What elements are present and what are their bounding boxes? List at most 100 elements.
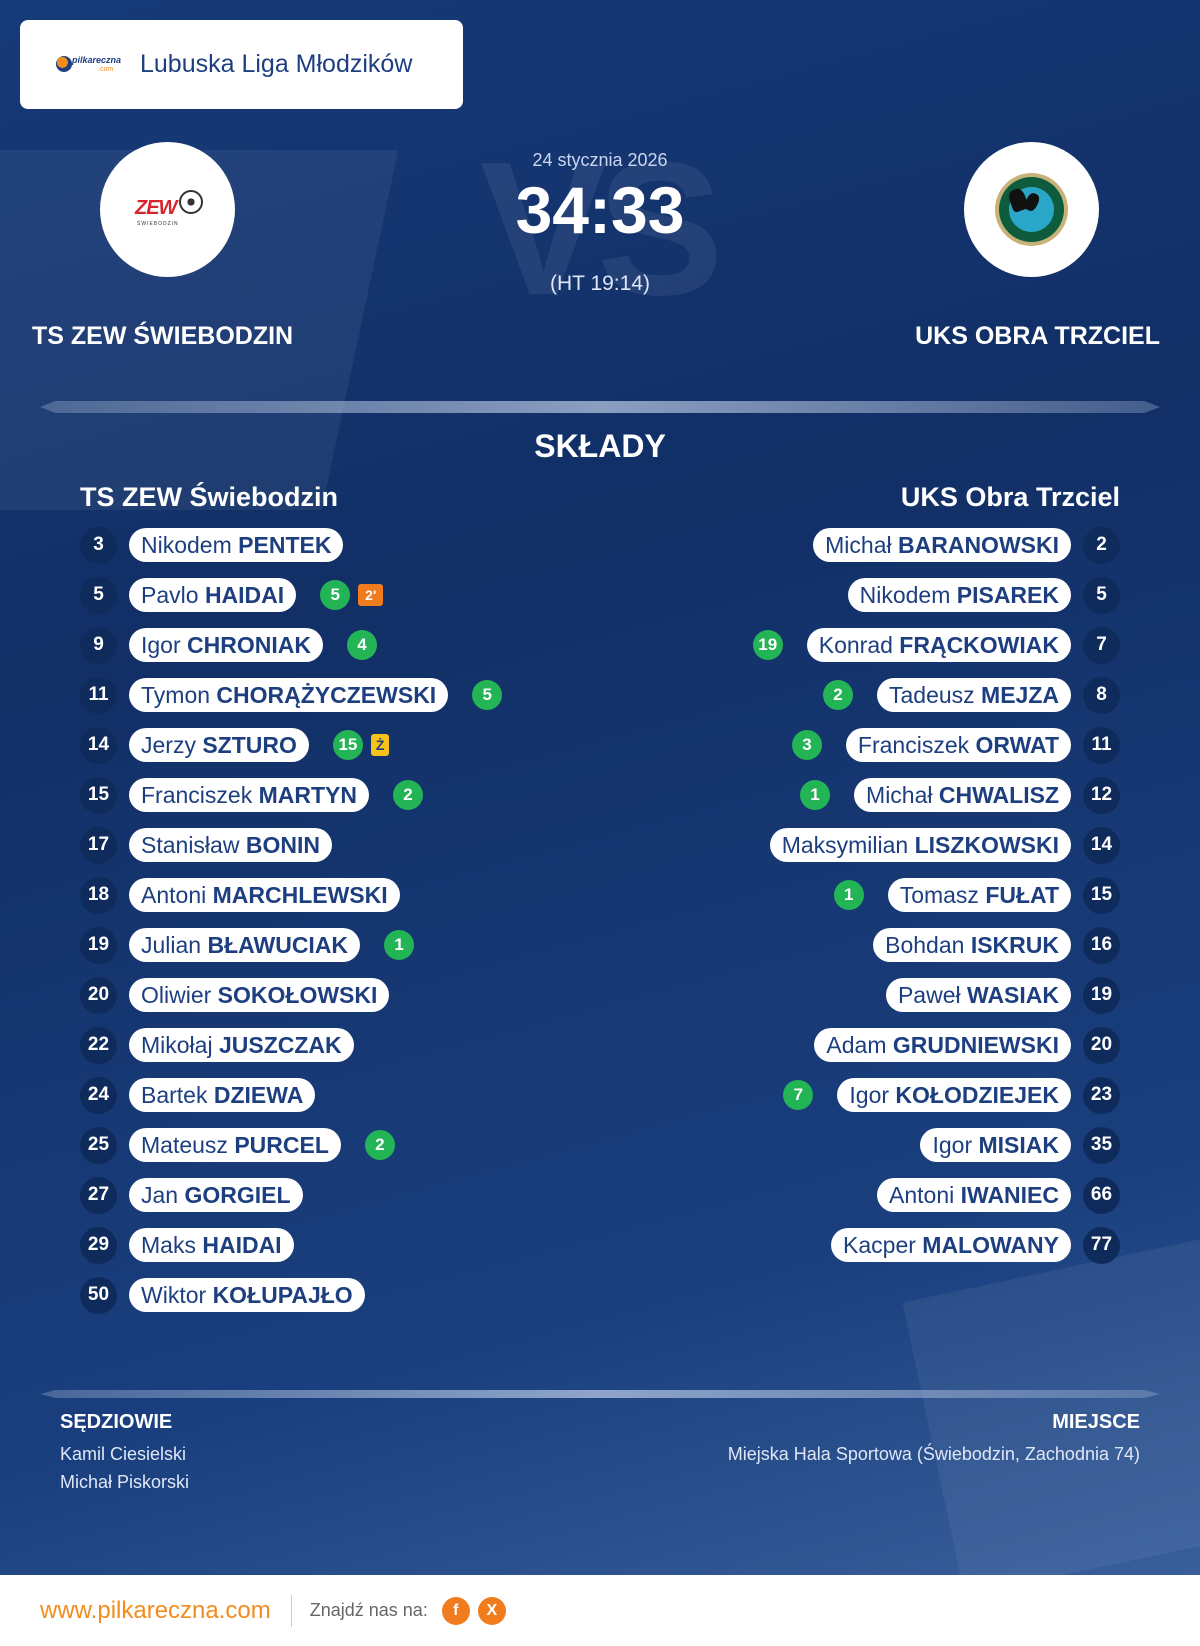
player-name: Antoni MARCHLEWSKI [129, 878, 400, 912]
goals-badge: 5 [472, 680, 503, 710]
home-player-row: 18 Antoni MARCHLEWSKI [80, 876, 400, 914]
player-last-name: MEJZA [981, 682, 1059, 708]
goals-badge: 3 [791, 730, 822, 760]
away-player-row: 11 Franciszek ORWAT 3 [791, 726, 1120, 764]
venue-title: MIEJSCE [1052, 1411, 1140, 1433]
home-player-row: 19 Julian BŁAWUCIAK 1 [80, 926, 415, 964]
player-first-name: Adam [826, 1032, 887, 1058]
away-lineup-title: UKS Obra Trzciel [900, 482, 1120, 512]
player-name: Stanisław BONIN [129, 828, 332, 862]
player-last-name: MARCHLEWSKI [212, 882, 388, 908]
shirt-number: 5 [1083, 576, 1120, 614]
site-logo: pilkareczna .com [50, 50, 124, 80]
goals-badge: 2 [364, 1130, 395, 1160]
footer-separator [290, 1594, 292, 1627]
final-score: 34:33 [515, 173, 685, 247]
player-first-name: Konrad [818, 632, 893, 658]
player-last-name: IWANIEC [960, 1182, 1059, 1208]
zew-logo: ZEW ŚWIEBODZIN [133, 188, 205, 228]
player-last-name: HAIDAI [202, 1232, 282, 1258]
player-first-name: Igor [932, 1132, 973, 1158]
halftime-score: (HT 19:14) [550, 272, 650, 295]
footer: www.pilkareczna.com Znajdź nas na: f X [0, 1575, 1200, 1646]
player-name: Julian BŁAWUCIAK [129, 928, 361, 962]
player-last-name: SZTURO [202, 732, 297, 758]
home-player-row: 50 Wiktor KOŁUPAJŁO [80, 1276, 365, 1314]
player-first-name: Jan [141, 1182, 179, 1208]
player-first-name: Julian [141, 932, 202, 958]
facebook-icon[interactable]: f [441, 1596, 470, 1625]
player-first-name: Bohdan [885, 932, 965, 958]
player-last-name: GRUDNIEWSKI [892, 1032, 1059, 1058]
shirt-number: 20 [1083, 1026, 1120, 1064]
player-name: Tomasz FUŁAT [887, 878, 1071, 912]
yellow-card-badge: Ż [370, 734, 390, 756]
goals-badge: 7 [783, 1080, 814, 1110]
player-name: Antoni IWANIEC [877, 1178, 1071, 1212]
shirt-number: 11 [80, 676, 117, 714]
player-last-name: LISZKOWSKI [914, 832, 1059, 858]
player-first-name: Antoni [889, 1182, 955, 1208]
x-icon[interactable]: X [477, 1596, 506, 1625]
player-first-name: Maksymilian [781, 832, 909, 858]
player-last-name: KOŁUPAJŁO [212, 1282, 353, 1308]
lineups-title: SKŁADY [534, 428, 666, 464]
away-player-row: 35 Igor MISIAK [920, 1126, 1120, 1164]
away-player-row: 14 Maksymilian LISZKOWSKI [769, 826, 1120, 864]
player-first-name: Pavlo [141, 582, 199, 608]
away-player-row: 77 Kacper MALOWANY [831, 1226, 1120, 1264]
shirt-number: 20 [80, 976, 117, 1014]
goals-badge: 19 [752, 630, 783, 660]
player-first-name: Michał [825, 532, 892, 558]
player-last-name: JUSZCZAK [218, 1032, 342, 1058]
player-first-name: Stanisław [141, 832, 240, 858]
referee-name: Kamil Ciesielski [60, 1444, 187, 1464]
away-team-name: UKS OBRA TRZCIEL [915, 322, 1160, 350]
player-last-name: SOKOŁOWSKI [217, 982, 378, 1008]
away-player-row: 12 Michał CHWALISZ 1 [800, 776, 1120, 814]
player-first-name: Michał [866, 782, 933, 808]
goals-badge: 4 [346, 630, 377, 660]
player-first-name: Mikołaj [141, 1032, 213, 1058]
shirt-number: 29 [80, 1226, 117, 1264]
player-last-name: PISAREK [956, 582, 1059, 608]
player-name: Wiktor KOŁUPAJŁO [129, 1278, 365, 1312]
player-first-name: Franciszek [857, 732, 970, 758]
away-player-row: 23 Igor KOŁODZIEJEK 7 [783, 1076, 1120, 1114]
player-last-name: DZIEWA [213, 1082, 304, 1108]
away-team-crest [964, 142, 1099, 277]
player-last-name: MARTYN [258, 782, 357, 808]
referee-name: Michał Piskorski [60, 1472, 190, 1492]
player-first-name: Antoni [141, 882, 207, 908]
shirt-number: 35 [1083, 1126, 1120, 1164]
player-last-name: HAIDAI [204, 582, 285, 608]
player-name: Jan GORGIEL [129, 1178, 303, 1212]
away-player-row: 5 Nikodem PISAREK [847, 576, 1120, 614]
player-name: Mikołaj JUSZCZAK [129, 1028, 354, 1062]
shirt-number: 16 [1083, 926, 1120, 964]
player-first-name: Jerzy [141, 732, 196, 758]
goals-badge: 2 [392, 780, 423, 810]
player-name: Mateusz PURCEL [129, 1128, 341, 1162]
player-last-name: KOŁODZIEJEK [895, 1082, 1059, 1108]
home-player-row: 20 Oliwier SOKOŁOWSKI [80, 976, 390, 1014]
home-player-row: 15 Franciszek MARTYN 2 [80, 776, 423, 814]
player-first-name: Bartek [141, 1082, 208, 1108]
player-name: Igor MISIAK [920, 1128, 1071, 1162]
goals-badge: 15 [332, 730, 363, 760]
player-first-name: Oliwier [141, 982, 212, 1008]
player-name: Franciszek ORWAT [845, 728, 1071, 762]
player-first-name: Tymon [141, 682, 211, 708]
home-player-row: 14 Jerzy SZTURO 15 Ż [80, 726, 390, 764]
shirt-number: 18 [80, 876, 117, 914]
site-link[interactable]: www.pilkareczna.com [40, 1596, 271, 1624]
player-name: Igor KOŁODZIEJEK [837, 1078, 1071, 1112]
shirt-number: 9 [80, 626, 117, 664]
shirt-number: 2 [1083, 526, 1120, 564]
goals-badge: 1 [833, 880, 864, 910]
vs-watermark: VS [480, 123, 723, 335]
player-first-name: Nikodem [141, 532, 232, 558]
find-us-label: Znajdź nas na: [309, 1600, 428, 1620]
player-last-name: CHWALISZ [938, 782, 1059, 808]
player-name: Pavlo HAIDAI [129, 578, 297, 612]
